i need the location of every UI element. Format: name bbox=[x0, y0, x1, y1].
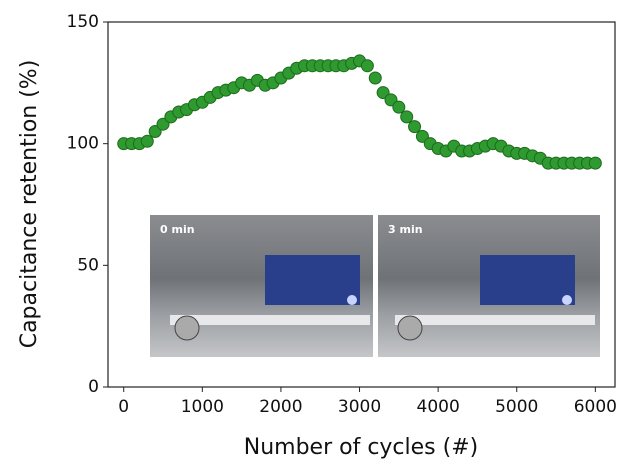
data-point bbox=[360, 59, 374, 73]
inset-photos: 0 min 3 min bbox=[150, 215, 600, 357]
inset-label: 3 min bbox=[388, 223, 423, 236]
x-tick-label: 6000 bbox=[574, 397, 617, 417]
cable bbox=[170, 315, 370, 325]
data-point bbox=[588, 156, 602, 170]
data-point bbox=[140, 134, 154, 148]
x-tick-label: 1000 bbox=[181, 397, 224, 417]
plot-frame bbox=[107, 21, 616, 388]
coin-cell bbox=[174, 315, 200, 341]
data-point bbox=[400, 110, 414, 124]
inset-label: 0 min bbox=[160, 223, 195, 236]
led bbox=[562, 295, 572, 305]
device-box bbox=[480, 255, 575, 305]
y-tick-label: 0 bbox=[88, 377, 99, 397]
data-point bbox=[368, 71, 382, 85]
coin-cell bbox=[397, 315, 423, 341]
cable bbox=[395, 315, 595, 325]
led bbox=[347, 295, 357, 305]
x-tick-label: 2000 bbox=[259, 397, 302, 417]
y-tick-label: 50 bbox=[77, 255, 99, 275]
device-box bbox=[265, 255, 360, 305]
y-tick-label: 150 bbox=[67, 12, 99, 32]
data-point bbox=[392, 100, 406, 114]
x-tick-label: 0 bbox=[118, 397, 129, 417]
data-point bbox=[408, 120, 422, 134]
x-tick-label: 3000 bbox=[338, 397, 381, 417]
x-tick-label: 4000 bbox=[417, 397, 460, 417]
y-axis-title: Capacitance retention (%) bbox=[17, 60, 42, 349]
y-tick-label: 100 bbox=[67, 134, 99, 154]
x-axis-title: Number of cycles (#) bbox=[244, 435, 478, 460]
x-tick-label: 5000 bbox=[495, 397, 538, 417]
